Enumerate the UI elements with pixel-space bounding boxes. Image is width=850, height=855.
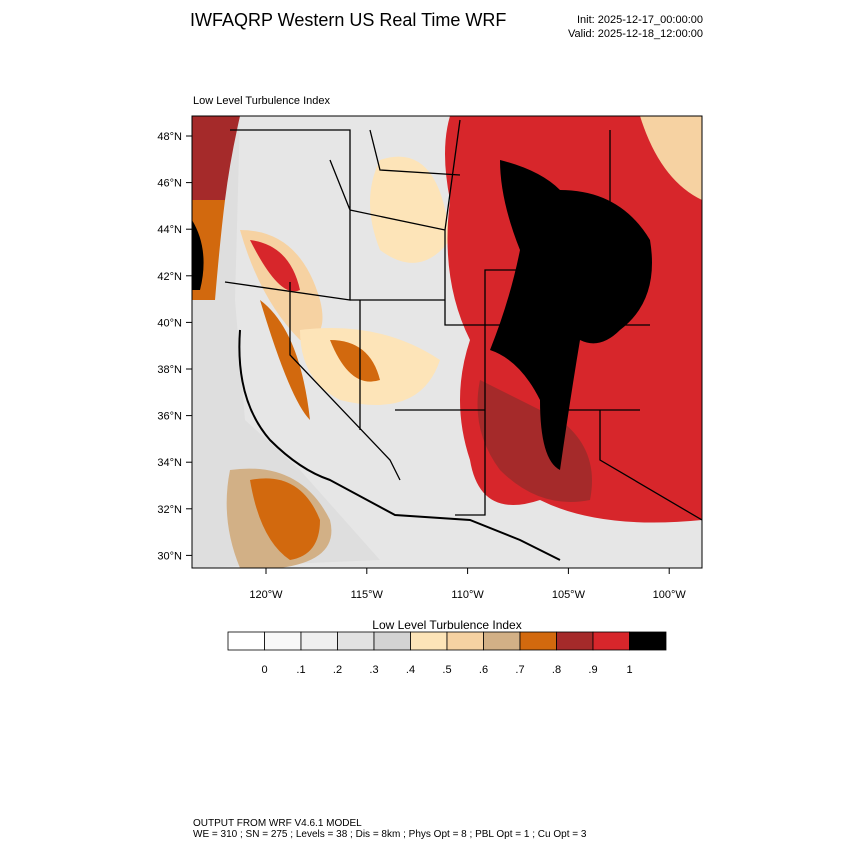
colorbar-box [300, 631, 338, 651]
lat-label: 32°N [157, 504, 182, 516]
colorbar-box [337, 631, 375, 651]
colorbar-label: .5 [442, 664, 451, 676]
lat-label: 46°N [157, 178, 182, 190]
colorbar: 0 .1 .2 .3 .4 .5 .6 .7 .8 .9 1 [227, 631, 667, 676]
lat-label: 36°N [157, 411, 182, 423]
colorbar-box [373, 631, 411, 651]
footer-line: WE = 310 ; SN = 275 ; Levels = 38 ; Dis … [193, 829, 587, 840]
lat-label: 34°N [157, 457, 182, 469]
lat-label: 42°N [157, 271, 182, 283]
colorbar-label: .9 [588, 664, 597, 676]
footer-line: OUTPUT FROM WRF V4.6.1 MODEL [193, 818, 362, 829]
map-frame [191, 115, 703, 569]
colorbar-label: .8 [552, 664, 561, 676]
colorbar-box [264, 631, 302, 651]
colorbar-box [410, 631, 448, 651]
colorbar-box [556, 631, 594, 651]
colorbar-box [629, 631, 667, 651]
colorbar-label: .7 [515, 664, 524, 676]
lon-label: 110°W [451, 589, 484, 601]
lon-label: 120°W [249, 589, 283, 601]
title: IWFAQRP Western US Real Time WRF [190, 10, 506, 30]
colorbar-label: .2 [333, 664, 342, 676]
colorbar-box [519, 631, 557, 651]
colorbar-label: .6 [479, 664, 488, 676]
init-time: Init: 2025-12-17_00:00:00 [577, 14, 703, 26]
colorbar-label: 1 [626, 664, 632, 676]
lon-label: 115°W [351, 589, 384, 601]
valid-time: Valid: 2025-12-18_12:00:00 [568, 28, 703, 40]
colorbar-box [227, 631, 265, 651]
colorbar-box [592, 631, 630, 651]
map-ticks: 48°N 46°N 44°N 42°N 40°N 38°N 36°N 34°N 32°N 30°N… [157, 131, 686, 601]
lat-label: 44°N [157, 224, 182, 236]
lon-label: 100°W [653, 589, 687, 601]
colorbar-label: .1 [296, 664, 305, 676]
lat-label: 40°N [157, 317, 182, 329]
colorbar-title: Low Level Turbulence Index [372, 618, 521, 632]
colorbar-label: .4 [406, 664, 415, 676]
lon-label: 105°W [552, 589, 586, 601]
colorbar-label: 0 [261, 664, 267, 676]
colorbar-box [446, 631, 484, 651]
lat-label: 30°N [157, 550, 182, 562]
lat-label: 38°N [157, 364, 182, 376]
map-subtitle: Low Level Turbulence Index [193, 95, 330, 107]
colorbar-box [483, 631, 521, 651]
colorbar-label: .3 [369, 664, 378, 676]
map-field [192, 116, 702, 568]
lat-label: 48°N [157, 131, 182, 143]
